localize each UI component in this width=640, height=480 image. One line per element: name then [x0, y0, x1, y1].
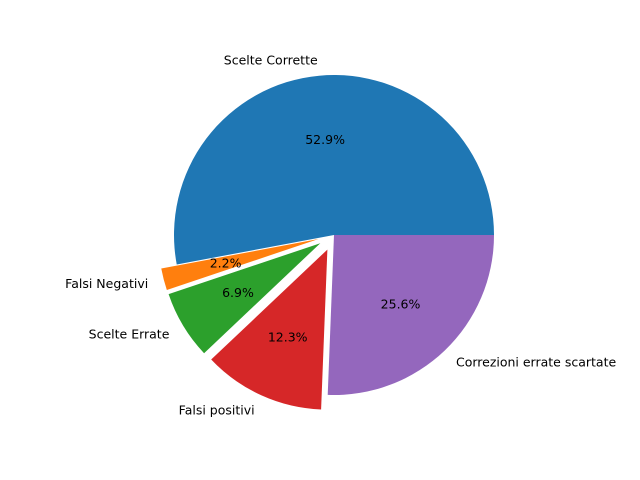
slice-label-correzioni-errate-scartate: Correzioni errate scartate [456, 354, 617, 369]
slice-scelte-corrette [174, 75, 495, 265]
slice-correzioni-errate-scartate [327, 235, 494, 395]
slice-label-falsi-positivi: Falsi positivi [179, 402, 255, 417]
slice-falsi-positivi [211, 249, 328, 410]
slice-scelte-errate [168, 243, 321, 354]
slice-label-falsi-negativi: Falsi Negativi [65, 276, 148, 291]
slice-label-scelte-corrette: Scelte Corrette [224, 52, 318, 67]
pct-label-correzioni-errate-scartate: 25.6% [381, 297, 421, 312]
pct-label-scelte-corrette: 52.9% [305, 132, 345, 147]
pie-slices [161, 75, 495, 410]
pie-labels: 52.9% Scelte Corrette 2.2% Falsi Negativi 6.… [65, 52, 616, 417]
pct-label-scelte-errate: 6.9% [222, 285, 254, 300]
pct-label-falsi-negativi: 2.2% [210, 256, 242, 271]
pct-label-falsi-positivi: 12.3% [268, 329, 308, 344]
slice-label-scelte-errate: Scelte Errate [89, 326, 170, 341]
slice-falsi-negativi [161, 239, 319, 290]
